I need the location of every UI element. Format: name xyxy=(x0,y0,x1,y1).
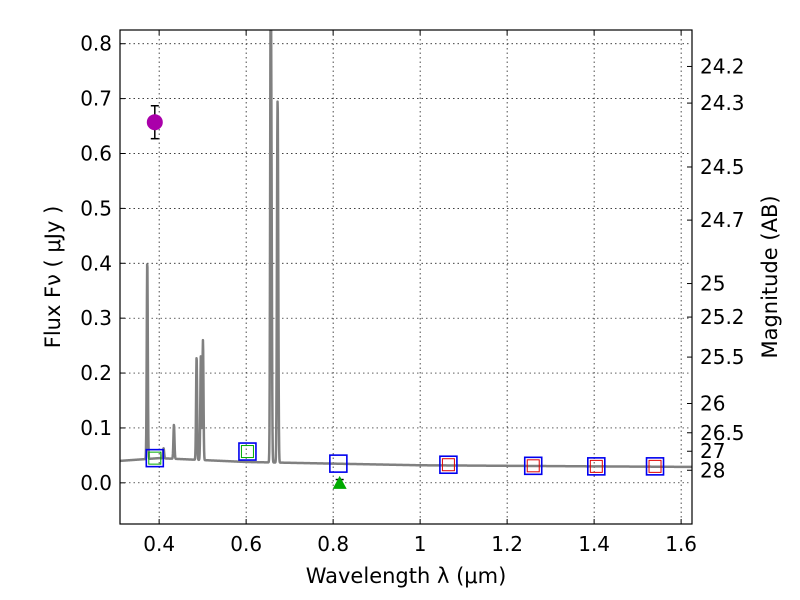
photometry-square xyxy=(589,459,603,473)
y2-tick-label: 25 xyxy=(700,272,725,296)
model-photometry-square xyxy=(145,448,165,468)
x-tick-label: 1.6 xyxy=(665,532,697,556)
model-photometry-square xyxy=(523,456,543,476)
model-photometry-square xyxy=(329,454,348,473)
y2-tick-label: 25.2 xyxy=(700,305,745,329)
data-point-circle xyxy=(146,114,163,131)
y2-tick-label: 24.7 xyxy=(700,208,745,232)
y2-tick-label: 24.3 xyxy=(700,91,745,115)
y2-tick-label: 24.2 xyxy=(700,54,745,78)
plot-frame xyxy=(119,29,693,525)
x-tick-label: 1.2 xyxy=(491,532,523,556)
x-tick-label: 0.4 xyxy=(143,532,175,556)
y-tick-label: 0.7 xyxy=(80,87,112,111)
y-axis-label: Flux Fν ( μJy ) xyxy=(41,206,65,349)
y-tick-label: 0.6 xyxy=(80,142,112,166)
y2-axis-label: Magnitude (AB) xyxy=(758,195,782,358)
model-photometry-square xyxy=(645,457,665,476)
photometry-square xyxy=(648,459,662,473)
model-photometry-square xyxy=(439,455,458,475)
y2-tick-label: 26 xyxy=(700,391,725,415)
y-tick-label: 0.3 xyxy=(80,306,112,330)
x-tick-label: 0.6 xyxy=(230,532,262,556)
y2-tick-label: 26.5 xyxy=(700,421,745,445)
photometry-square xyxy=(441,458,455,472)
x-tick-label: 1.4 xyxy=(578,532,610,556)
y2-tick-label: 28 xyxy=(700,458,725,482)
data-point-triangle xyxy=(332,475,347,489)
y-tick-label: 0.1 xyxy=(80,416,112,440)
y-tick-label: 0.2 xyxy=(80,361,112,385)
y-tick-label: 0.8 xyxy=(80,32,112,56)
plot-content xyxy=(120,30,692,469)
y2-tick-label: 27 xyxy=(700,439,725,463)
grid xyxy=(120,30,692,524)
photometry-square xyxy=(526,459,540,473)
y-tick-label: 0.4 xyxy=(80,251,112,275)
y2-tick-label: 24.5 xyxy=(700,155,745,179)
photometry-square xyxy=(148,451,162,465)
spectrum-line xyxy=(120,30,692,469)
x-tick-label: 0.8 xyxy=(317,532,349,556)
ticks: 0.4 0.6 0.8 1 1.2 1.4 1.6 0.0 0.1 0.2 0.3 0.4 0.5 0.6… xyxy=(80,30,745,556)
x-axis-label: Wavelength λ (μm) xyxy=(306,564,507,588)
x-tick-label: 1 xyxy=(414,532,427,556)
y2-tick-label: 25.5 xyxy=(700,345,745,369)
markers xyxy=(145,104,665,489)
photometry-square xyxy=(240,445,254,459)
model-photometry-square xyxy=(587,457,606,476)
y-tick-label: 0.5 xyxy=(80,196,112,220)
y-tick-label: 0.0 xyxy=(80,471,112,495)
model-photometry-square xyxy=(238,442,257,461)
